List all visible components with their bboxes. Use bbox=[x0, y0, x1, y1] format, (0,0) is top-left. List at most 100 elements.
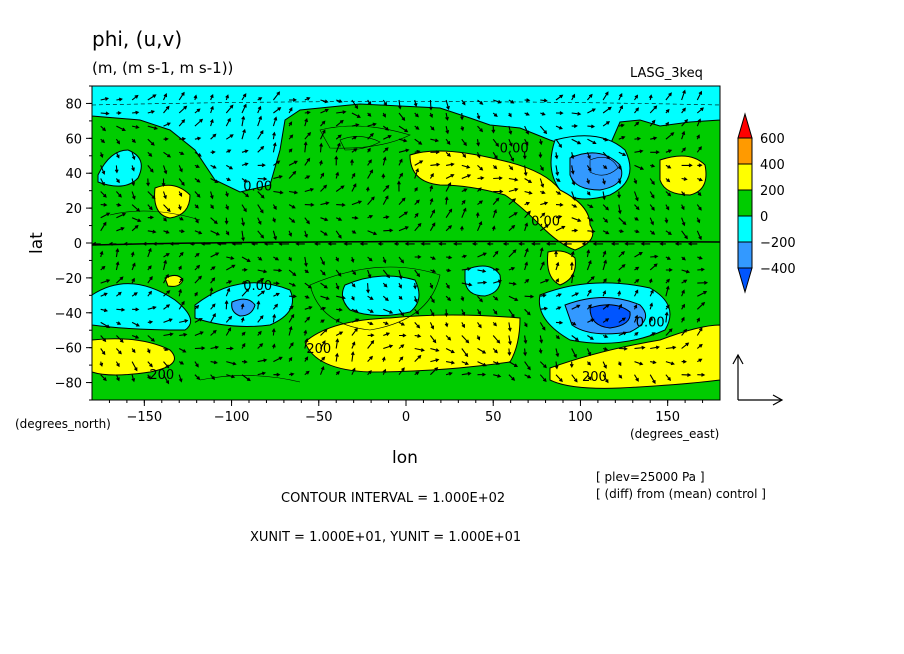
wind-vector bbox=[634, 107, 640, 114]
wind-vector bbox=[304, 202, 315, 207]
wind-vector bbox=[571, 374, 578, 383]
wind-vector bbox=[320, 256, 325, 266]
wind-vector bbox=[288, 256, 292, 262]
x-unit-label: (degrees_east) bbox=[630, 427, 719, 441]
wind-vector bbox=[492, 250, 499, 258]
wind-vector bbox=[555, 348, 560, 358]
wind-vector bbox=[272, 142, 277, 153]
wind-vector bbox=[320, 99, 329, 104]
wind-vector bbox=[540, 279, 550, 284]
wind-vector bbox=[200, 241, 211, 246]
wind-vector bbox=[383, 228, 394, 233]
colorbar-top-arrow bbox=[737, 112, 753, 139]
y-axis-label: lat bbox=[27, 232, 47, 254]
wind-vector bbox=[696, 204, 702, 211]
wind-vector bbox=[304, 269, 310, 274]
contour-label: 200 bbox=[582, 370, 607, 385]
wind-vector bbox=[382, 99, 387, 107]
wind-vector bbox=[681, 328, 688, 336]
wind-vector bbox=[508, 224, 516, 232]
wind-vector bbox=[226, 346, 234, 351]
wind-vector bbox=[178, 105, 188, 114]
wind-vector bbox=[263, 241, 274, 246]
wind-vector bbox=[304, 370, 310, 376]
wind-vector bbox=[367, 355, 373, 362]
wind-vector bbox=[414, 160, 424, 166]
wind-vector bbox=[524, 247, 529, 258]
wind-vector bbox=[508, 112, 512, 118]
wind-vector bbox=[634, 204, 640, 211]
wind-vector bbox=[414, 354, 422, 362]
wind-vector bbox=[273, 107, 282, 114]
wind-vector bbox=[665, 278, 670, 284]
wind-vector bbox=[618, 303, 622, 310]
wind-vector bbox=[586, 361, 592, 366]
wind-vector bbox=[163, 304, 171, 310]
wind-vector bbox=[445, 174, 455, 179]
wind-vector bbox=[224, 299, 229, 310]
wind-vector bbox=[649, 374, 656, 385]
y-tick-label: −20 bbox=[55, 272, 82, 287]
wind-vector bbox=[351, 216, 359, 220]
wind-vector bbox=[382, 282, 388, 288]
wind-vector bbox=[555, 165, 560, 177]
wind-vector bbox=[477, 125, 484, 133]
wind-vector bbox=[508, 374, 516, 381]
wind-vector bbox=[367, 269, 372, 279]
wind-vector bbox=[445, 151, 451, 157]
wind-vector bbox=[398, 367, 405, 376]
wind-vector bbox=[681, 359, 687, 364]
wind-vector bbox=[634, 252, 643, 258]
wind-vector bbox=[320, 120, 326, 127]
y-tick-label: 60 bbox=[65, 132, 82, 147]
wind-vector bbox=[649, 119, 656, 127]
wind-vector bbox=[100, 265, 106, 271]
wind-vector bbox=[210, 360, 218, 365]
wind-vector bbox=[194, 108, 201, 114]
wind-vector bbox=[640, 241, 651, 246]
wind-vector bbox=[169, 241, 180, 246]
wind-vector bbox=[555, 94, 564, 101]
wind-vector bbox=[147, 276, 153, 284]
wind-vector bbox=[477, 200, 484, 206]
wind-vector bbox=[634, 136, 642, 141]
wind-vector bbox=[665, 374, 672, 381]
wind-vector bbox=[178, 165, 183, 173]
wind-vector bbox=[586, 152, 591, 160]
wind-vector bbox=[477, 295, 483, 303]
wind-vector bbox=[351, 123, 360, 128]
wind-vector bbox=[272, 204, 277, 210]
wind-vector bbox=[146, 178, 150, 187]
wind-vector bbox=[570, 250, 575, 258]
wind-vector bbox=[477, 176, 485, 180]
contour-label: 0.00 bbox=[500, 141, 529, 156]
wind-vector bbox=[398, 356, 404, 362]
wind-vector bbox=[382, 125, 390, 131]
wind-vector bbox=[404, 241, 415, 246]
wind-vector bbox=[225, 204, 229, 211]
wind-vector bbox=[178, 288, 183, 297]
wind-vector bbox=[241, 217, 246, 227]
wind-vector bbox=[225, 134, 234, 140]
wind-vector bbox=[210, 266, 216, 271]
wind-vector bbox=[115, 374, 120, 382]
wind-vector bbox=[414, 112, 419, 118]
x-axis-label: lon bbox=[392, 448, 418, 468]
wind-vector bbox=[524, 201, 531, 206]
wind-vector bbox=[665, 92, 672, 101]
wind-vector bbox=[350, 351, 355, 362]
wind-vector bbox=[665, 204, 670, 211]
wind-vector bbox=[367, 339, 375, 349]
wind-vector bbox=[319, 159, 323, 166]
y-unit-label: (degrees_north) bbox=[15, 417, 111, 431]
wind-vector bbox=[320, 328, 328, 336]
wind-vector bbox=[226, 256, 235, 260]
wind-vector bbox=[335, 318, 340, 323]
wind-vector bbox=[508, 295, 519, 302]
wind-vector bbox=[131, 217, 142, 223]
wind-vector bbox=[288, 282, 297, 287]
x-tick-label: −150 bbox=[126, 410, 162, 425]
plot-area: 0.00 0.00 0.00 0.00 0.00 200 200 200 bbox=[91, 85, 721, 401]
wind-vector bbox=[100, 348, 106, 356]
wind-vector bbox=[634, 278, 640, 284]
